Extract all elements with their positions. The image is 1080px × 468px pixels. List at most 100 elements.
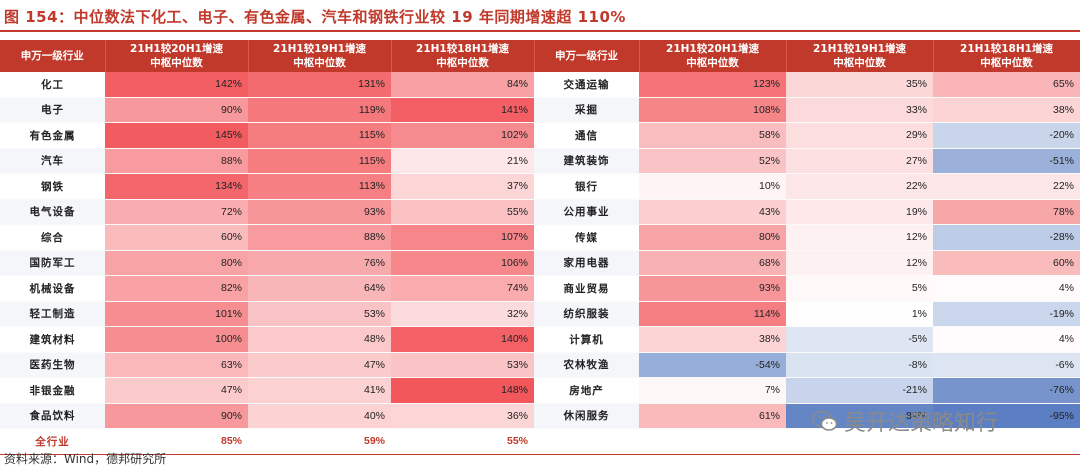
data-cell: 38% [639,326,786,353]
data-cell: 93% [248,199,391,225]
data-cell: 29% [786,122,933,149]
total-value: 55% [391,428,534,455]
industry-name: 化工 [0,72,105,98]
table-row: 非银金融 47% 41% 148% 房地产 7% -21% -76% [0,377,1080,404]
data-cell: -51% [933,148,1080,174]
total-value: 85% [105,428,248,455]
table-row: 轻工制造 101% 53% 32% 纺织服装 114% 1% -19% [0,301,1080,327]
industry-name: 计算机 [534,326,639,353]
table-row: 电气设备 72% 93% 55% 公用事业 43% 19% 78% [0,199,1080,225]
data-cell: 90% [105,403,248,429]
industry-name: 钢铁 [0,173,105,200]
table-row: 食品饮料 90% 40% 36% 休闲服务 61% -89% -95% [0,403,1080,429]
data-cell: 12% [786,224,933,251]
industry-name: 汽车 [0,148,105,174]
data-cell: -76% [933,377,1080,404]
data-cell: 84% [391,72,534,98]
header-row: 申万一级行业 21H1较20H1增速 中枢中位数 21H1较19H1增速 中枢中位数… [0,40,1080,72]
data-cell: 74% [391,275,534,302]
data-table: 申万一级行业 21H1较20H1增速 中枢中位数 21H1较19H1增速 中枢中位数… [0,40,1080,455]
data-cell: 123% [639,72,786,98]
data-cell: 100% [105,326,248,353]
industry-name: 商业贸易 [534,275,639,302]
data-cell: 40% [248,403,391,429]
industry-name: 房地产 [534,377,639,404]
header-col1-left: 21H1较20H1增速 中枢中位数 [105,40,249,72]
table-row: 有色金属 145% 115% 102% 通信 58% 29% -20% [0,122,1080,149]
data-cell: 119% [248,97,391,123]
table-row: 化工 142% 131% 84% 交通运输 123% 35% 65% [0,72,1080,98]
data-cell: 134% [105,173,248,200]
total-label: 全行业 [0,428,105,455]
data-cell: 145% [105,122,248,149]
data-cell: 60% [933,250,1080,276]
data-cell: 19% [786,199,933,225]
industry-name: 公用事业 [534,199,639,225]
data-cell: 35% [786,72,933,98]
data-cell: 88% [105,148,248,174]
header-col2-right: 21H1较19H1增速 中枢中位数 [786,40,934,72]
table-body: 化工 142% 131% 84% 交通运输 123% 35% 65% 电子 90% 119% 141%… [0,72,1080,455]
industry-name: 医药生物 [0,352,105,378]
data-cell: 36% [391,403,534,429]
data-cell: 53% [391,352,534,378]
industry-name: 家用电器 [534,250,639,276]
data-cell: 38% [933,97,1080,123]
data-cell: 93% [639,275,786,302]
data-cell: 52% [639,148,786,174]
data-cell: 27% [786,148,933,174]
title-divider [0,30,1080,32]
industry-name: 国防军工 [0,250,105,276]
header-industry-left: 申万一级行业 [0,40,106,72]
industry-name: 银行 [534,173,639,200]
data-cell: 82% [105,275,248,302]
data-cell: 60% [105,224,248,251]
table-row: 钢铁 134% 113% 37% 银行 10% 22% 22% [0,173,1080,200]
data-cell: 4% [933,326,1080,353]
data-cell: 4% [933,275,1080,302]
watermark-text: 吴开达策略知行 [844,411,999,436]
industry-name: 建筑材料 [0,326,105,353]
data-cell: 148% [391,377,534,404]
data-cell: 78% [933,199,1080,225]
data-cell: 64% [248,275,391,302]
data-cell: 63% [105,352,248,378]
data-cell: 108% [639,97,786,123]
empty-cell [534,428,639,455]
data-cell: -19% [933,301,1080,327]
data-cell: 131% [248,72,391,98]
data-cell: 107% [391,224,534,251]
data-cell: 32% [391,301,534,327]
total-row: 全行业 85% 59% 55% [0,428,1080,455]
data-cell: -54% [639,352,786,378]
data-cell: 90% [105,97,248,123]
industry-name: 休闲服务 [534,403,639,429]
wechat-icon [812,410,838,431]
data-cell: -89% [786,403,933,429]
industry-name: 传媒 [534,224,639,251]
data-cell: 7% [639,377,786,404]
industry-name: 交通运输 [534,72,639,98]
data-cell: 33% [786,97,933,123]
data-cell: 5% [786,275,933,302]
data-cell: 22% [933,173,1080,200]
data-cell: 58% [639,122,786,149]
table-row: 国防军工 80% 76% 106% 家用电器 68% 12% 60% [0,250,1080,276]
data-cell: 12% [786,250,933,276]
data-cell: 47% [105,377,248,404]
industry-name: 农林牧渔 [534,352,639,378]
data-cell: 43% [639,199,786,225]
data-cell: 106% [391,250,534,276]
data-cell: 76% [248,250,391,276]
data-cell: 142% [105,72,248,98]
chart-title: 图 154：中位数法下化工、电子、有色金属、汽车和钢铁行业较 19 年同期增速超… [4,8,626,26]
empty-cell [639,428,786,455]
data-cell: 141% [391,97,534,123]
data-cell: -21% [786,377,933,404]
industry-name: 综合 [0,224,105,251]
data-cell: 114% [639,301,786,327]
header-col3-right: 21H1较18H1增速 中枢中位数 [933,40,1080,72]
data-cell: 22% [786,173,933,200]
data-cell: 1% [786,301,933,327]
data-cell: 80% [105,250,248,276]
